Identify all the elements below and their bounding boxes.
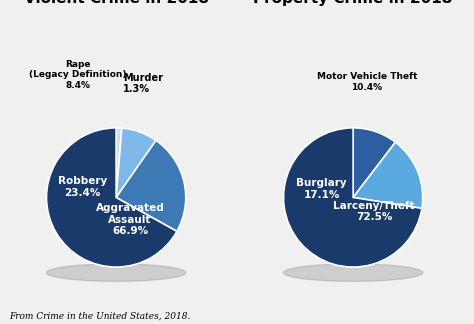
Text: Aggravated
Assault
66.9%: Aggravated Assault 66.9%: [96, 203, 164, 236]
Text: Rape
(Legacy Definition)
8.4%: Rape (Legacy Definition) 8.4%: [29, 60, 127, 89]
Title: Property Crime in 2018: Property Crime in 2018: [254, 0, 453, 6]
Text: Larceny/Theft
72.5%: Larceny/Theft 72.5%: [333, 201, 415, 222]
Wedge shape: [283, 128, 422, 267]
Title: Violent Crime in 2018: Violent Crime in 2018: [24, 0, 209, 6]
Text: Murder
1.3%: Murder 1.3%: [123, 73, 163, 94]
Wedge shape: [353, 128, 395, 197]
Wedge shape: [46, 128, 177, 267]
Wedge shape: [116, 128, 122, 197]
Ellipse shape: [46, 264, 186, 281]
Wedge shape: [116, 140, 186, 231]
Text: From Crime in the United States, 2018.: From Crime in the United States, 2018.: [9, 312, 191, 321]
Text: Burglary
17.1%: Burglary 17.1%: [297, 178, 347, 200]
Text: Motor Vehicle Theft
10.4%: Motor Vehicle Theft 10.4%: [317, 72, 417, 92]
Wedge shape: [353, 142, 423, 208]
Wedge shape: [116, 128, 156, 197]
Ellipse shape: [283, 264, 423, 281]
Text: Robbery
23.4%: Robbery 23.4%: [58, 176, 107, 198]
